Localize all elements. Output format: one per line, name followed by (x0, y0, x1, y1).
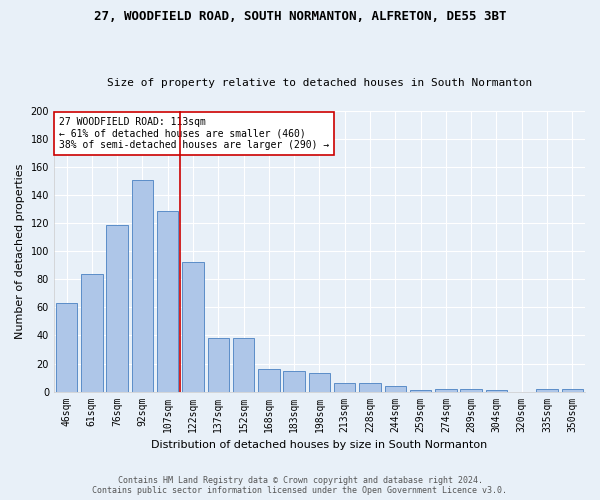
Bar (208, 338, 229, 392)
Text: Contains HM Land Registry data © Crown copyright and database right 2024.
Contai: Contains HM Land Registry data © Crown c… (92, 476, 508, 495)
X-axis label: Distribution of detached houses by size in South Normanton: Distribution of detached houses by size … (151, 440, 488, 450)
Bar (81, 274, 103, 392)
Bar (359, 383, 381, 392)
Bar (182, 262, 204, 392)
Bar (334, 383, 355, 392)
Bar (131, 180, 153, 392)
Bar (460, 389, 482, 392)
Bar (309, 374, 330, 392)
Title: Size of property relative to detached houses in South Normanton: Size of property relative to detached ho… (107, 78, 532, 88)
Bar (258, 369, 280, 392)
Bar (486, 390, 507, 392)
Bar (562, 389, 583, 392)
Bar (385, 386, 406, 392)
Text: 27, WOODFIELD ROAD, SOUTH NORMANTON, ALFRETON, DE55 3BT: 27, WOODFIELD ROAD, SOUTH NORMANTON, ALF… (94, 10, 506, 23)
Bar (283, 370, 305, 392)
Text: 27 WOODFIELD ROAD: 113sqm
← 61% of detached houses are smaller (460)
38% of semi: 27 WOODFIELD ROAD: 113sqm ← 61% of detac… (59, 116, 329, 150)
Bar (435, 389, 457, 392)
Y-axis label: Number of detached properties: Number of detached properties (15, 164, 25, 339)
Bar (157, 210, 178, 392)
Bar (410, 390, 431, 392)
Bar (536, 389, 558, 392)
Bar (56, 303, 77, 392)
Bar (106, 224, 128, 392)
Bar (233, 338, 254, 392)
